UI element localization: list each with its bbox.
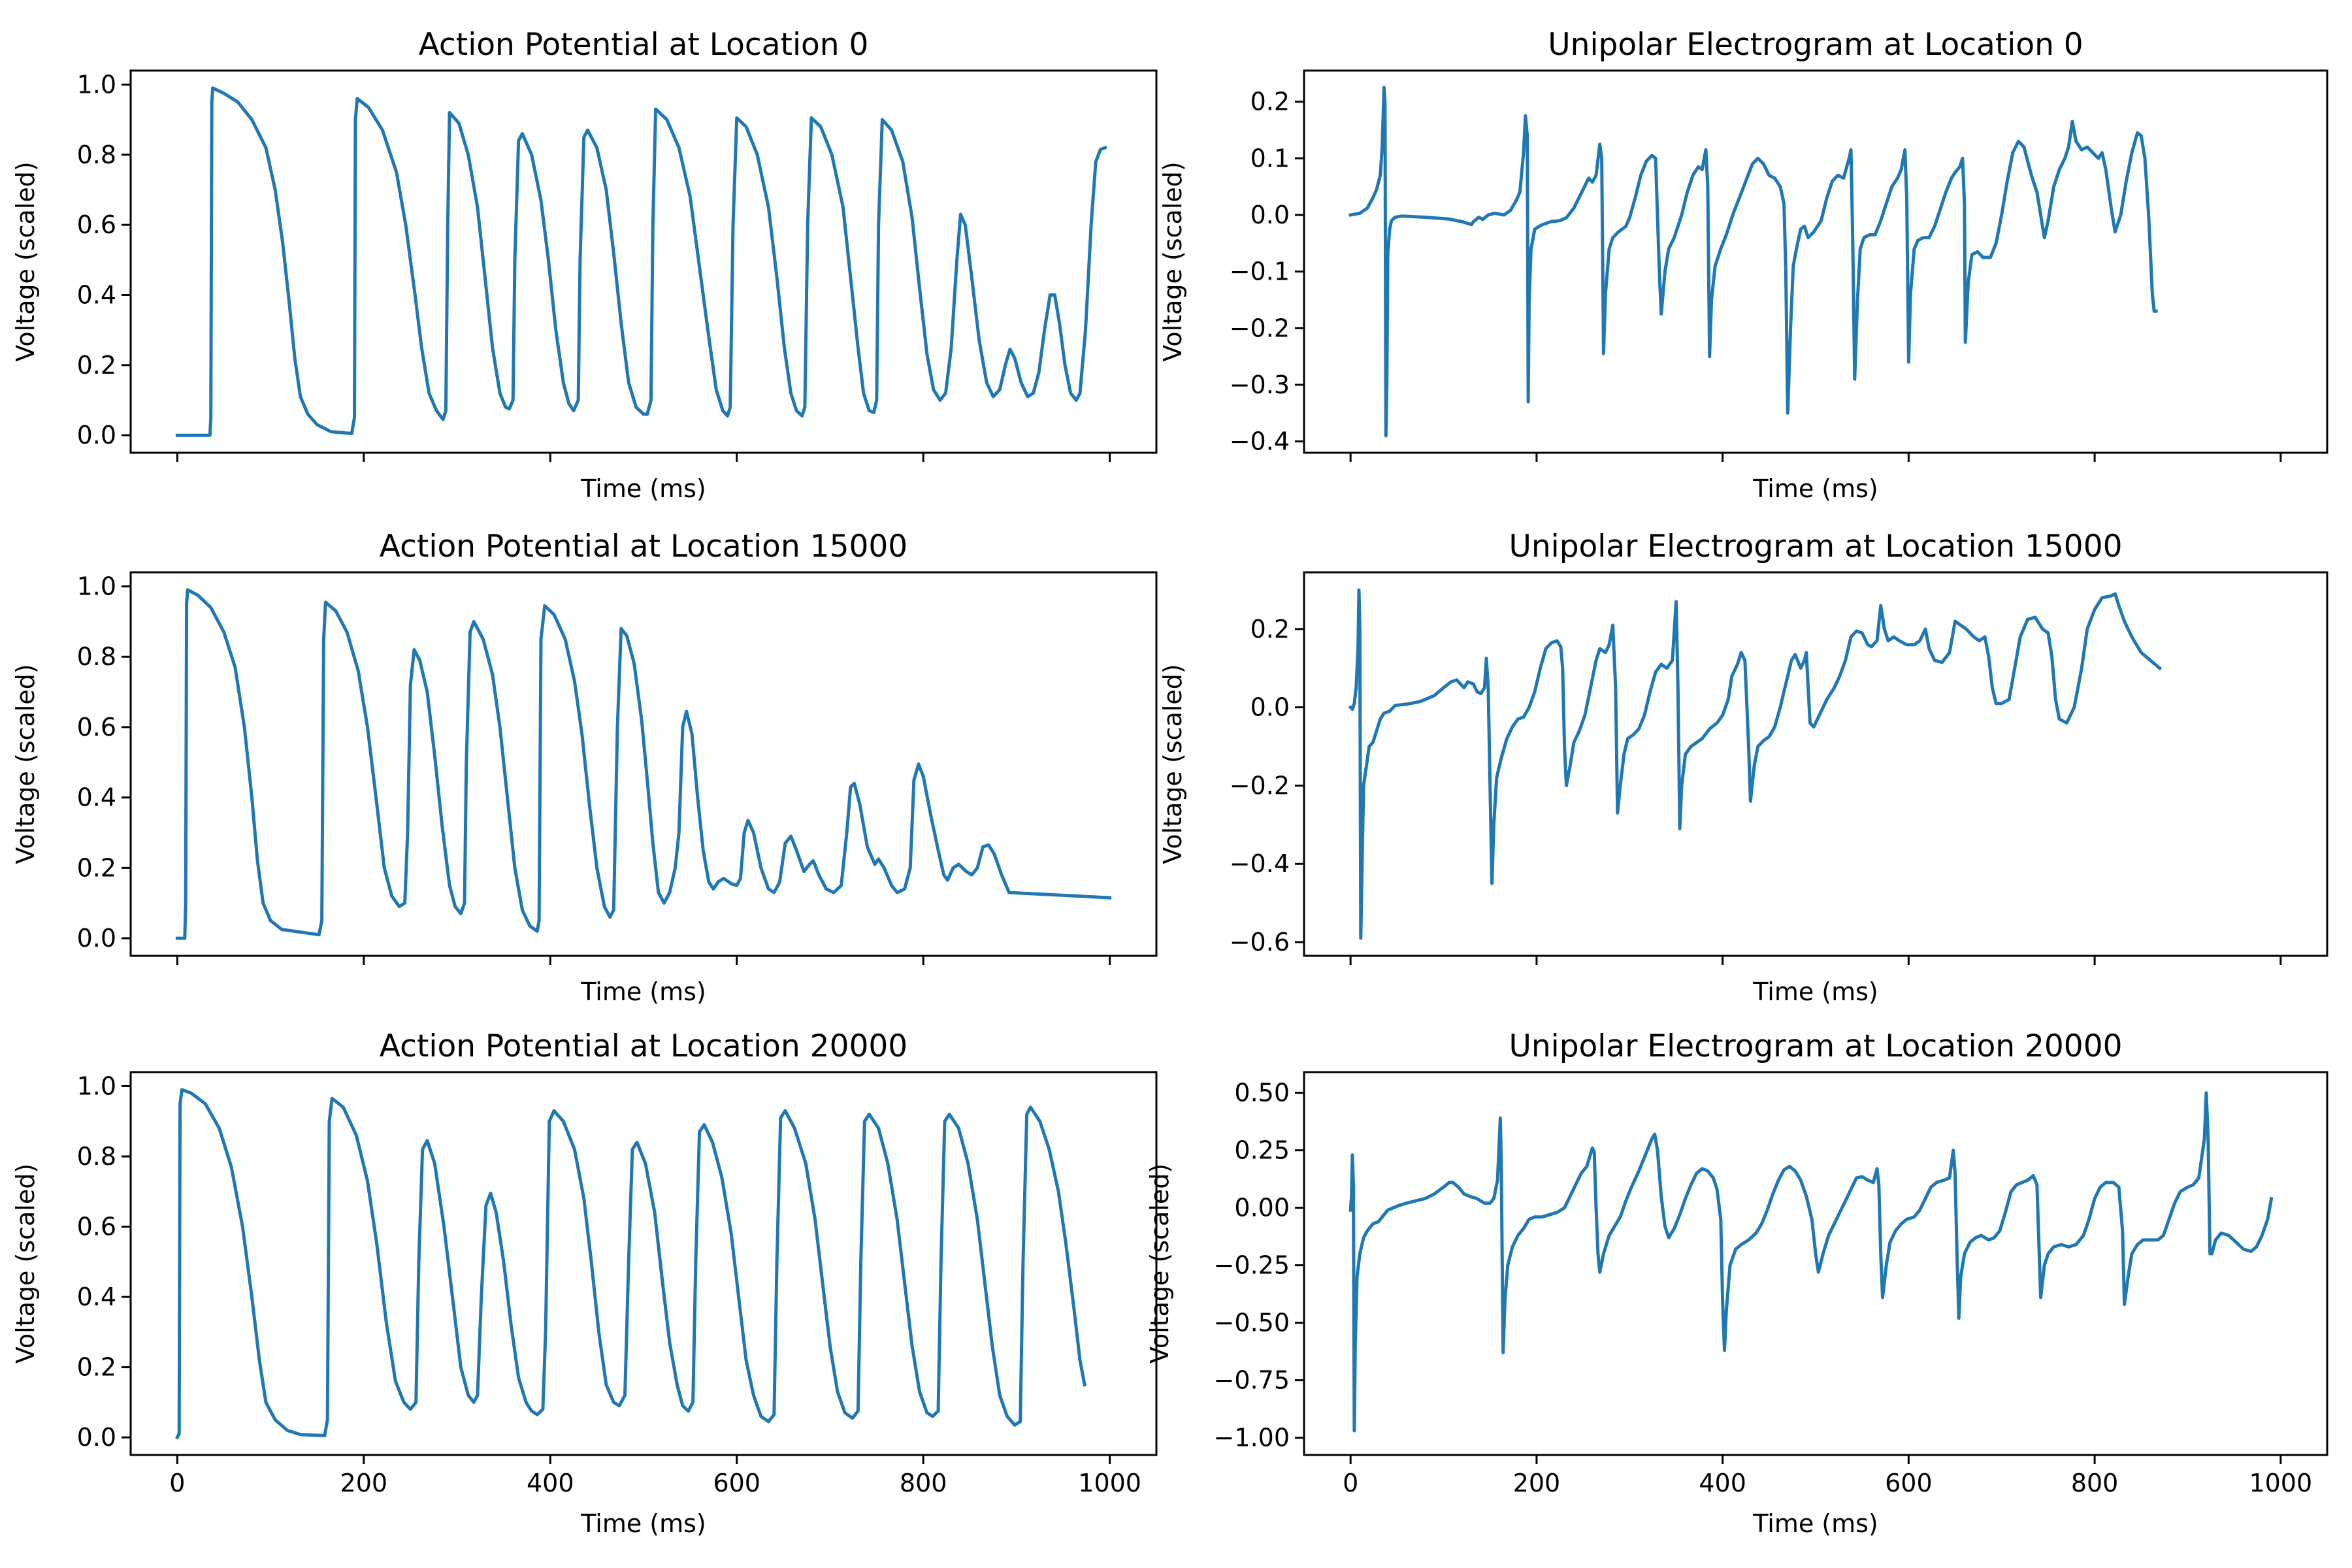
series-line-ap15000: [175, 588, 1112, 940]
y-tick-label: 0.8: [77, 140, 116, 169]
y-tick-label: 0.8: [77, 642, 116, 671]
y-tick-label: 0.0: [1250, 693, 1290, 722]
y-axis-label: Voltage (scaled): [11, 161, 40, 361]
y-tick-label: 0.6: [77, 713, 116, 742]
axes-frame: [1303, 69, 2328, 454]
x-tick-label: 400: [527, 1469, 574, 1497]
series-line-ap20000: [175, 1088, 1087, 1440]
axis-ticks: 0 200 400 600 800 1000 0.0 0.2 0.4 0.6 0.8 1.0: [77, 1072, 1141, 1497]
y-tick-label: 0.6: [77, 1213, 116, 1241]
panel-title: Action Potential at Location 15000: [380, 529, 907, 564]
axis-ticks: 0 200 400 600 800 1000 −1.00 −0.75 −0.50 −0.25 0.0…: [1214, 1079, 2313, 1497]
y-tick-label: 0.2: [77, 853, 116, 882]
x-tick-label: 200: [340, 1469, 388, 1497]
y-tick-label: −0.6: [1230, 928, 1290, 956]
x-tick-label: 200: [1513, 1469, 1561, 1497]
axes-frame: [1303, 1071, 2328, 1456]
y-tick-label: 0.1: [1250, 144, 1290, 172]
y-tick-label: 0.4: [77, 280, 116, 309]
panel-action-potential-location-0: Action Potential at Location 0 Time (ms)…: [11, 27, 1158, 503]
axis-ticks: −0.4 −0.3 −0.2 −0.1 0.0 0.1 0.2: [1230, 88, 2282, 462]
y-tick-label: 0.2: [77, 1353, 116, 1382]
y-tick-label: −0.2: [1230, 771, 1290, 800]
x-tick-label: 400: [1699, 1469, 1746, 1497]
axes-frame: [1303, 571, 2328, 957]
y-tick-label: 1.0: [77, 572, 116, 601]
x-tick-label: 1000: [1078, 1469, 1141, 1497]
series-line-ap0: [175, 86, 1107, 437]
y-axis-label: Voltage (scaled): [1158, 161, 1187, 361]
y-tick-label: 0.25: [1234, 1136, 1290, 1165]
y-tick-label: 0.00: [1234, 1194, 1290, 1222]
y-tick-label: 0.0: [1250, 201, 1290, 229]
x-axis-label: Time (ms): [580, 1509, 706, 1538]
y-tick-label: −0.4: [1230, 427, 1290, 456]
panel-title: Action Potential at Location 0: [419, 27, 869, 63]
panel-unipolar-electrogram-location-15000: Unipolar Electrogram at Location 15000 T…: [1158, 529, 2328, 1006]
x-tick-label: 800: [2071, 1469, 2119, 1497]
series-line-egm20000: [1348, 1091, 2274, 1433]
y-tick-label: 0.8: [77, 1142, 116, 1171]
y-tick-label: −0.4: [1230, 849, 1290, 878]
y-tick-label: 0.2: [1250, 88, 1290, 116]
y-tick-label: 0.0: [77, 1423, 116, 1452]
axes-frame: [129, 571, 1158, 957]
x-axis-label: Time (ms): [1752, 977, 1878, 1006]
panel-title: Action Potential at Location 20000: [380, 1028, 907, 1064]
y-tick-label: 0.0: [77, 924, 116, 953]
y-tick-label: 0.0: [77, 421, 116, 449]
y-tick-label: 0.2: [77, 351, 116, 380]
series-line-egm0: [1348, 86, 2158, 438]
x-tick-label: 0: [1343, 1469, 1358, 1497]
panel-unipolar-electrogram-location-0: Unipolar Electrogram at Location 0 Time …: [1158, 27, 2328, 503]
y-axis-label: Voltage (scaled): [1158, 664, 1187, 864]
axis-ticks: 0.0 0.2 0.4 0.6 0.8 1.0: [77, 70, 1111, 462]
y-tick-label: 0.4: [77, 783, 116, 812]
series-line-egm15000: [1348, 588, 2163, 940]
x-tick-label: 600: [713, 1469, 760, 1497]
y-tick-label: 1.0: [77, 1072, 116, 1101]
y-tick-label: 0.6: [77, 210, 116, 239]
y-axis-label: Voltage (scaled): [11, 664, 40, 864]
x-tick-label: 600: [1885, 1469, 1933, 1497]
x-tick-label: 800: [900, 1469, 947, 1497]
y-tick-label: 1.0: [77, 70, 116, 99]
y-tick-label: 0.2: [1250, 615, 1290, 644]
x-axis-label: Time (ms): [1752, 474, 1878, 503]
y-tick-label: −0.50: [1214, 1309, 1290, 1337]
y-tick-label: 0.4: [77, 1282, 116, 1311]
x-tick-label: 0: [169, 1469, 185, 1497]
y-tick-label: −1.00: [1214, 1424, 1290, 1452]
axis-ticks: −0.6 −0.4 −0.2 0.0 0.2: [1230, 615, 2282, 965]
y-tick-label: −0.75: [1214, 1366, 1290, 1395]
y-tick-label: −0.1: [1230, 257, 1290, 286]
panel-unipolar-electrogram-location-20000: Unipolar Electrogram at Location 20000 T…: [1145, 1028, 2328, 1538]
panel-title: Unipolar Electrogram at Location 20000: [1509, 1028, 2122, 1064]
x-tick-label: 1000: [2249, 1469, 2312, 1497]
panel-title: Unipolar Electrogram at Location 0: [1548, 27, 2083, 63]
y-tick-label: −0.25: [1214, 1251, 1290, 1280]
y-tick-label: −0.3: [1230, 370, 1290, 399]
y-axis-label: Voltage (scaled): [1145, 1164, 1174, 1364]
x-axis-label: Time (ms): [1752, 1509, 1878, 1538]
axes-frame: [129, 69, 1158, 454]
y-tick-label: −0.2: [1230, 314, 1290, 342]
x-axis-label: Time (ms): [580, 474, 706, 503]
panel-action-potential-location-20000: Action Potential at Location 20000 Time …: [11, 1028, 1158, 1538]
panel-action-potential-location-15000: Action Potential at Location 15000 Time …: [11, 529, 1158, 1006]
y-axis-label: Voltage (scaled): [11, 1164, 40, 1364]
axis-ticks: 0.0 0.2 0.4 0.6 0.8 1.0: [77, 572, 1111, 965]
panel-title: Unipolar Electrogram at Location 15000: [1509, 529, 2122, 564]
axes-frame: [129, 1071, 1158, 1456]
y-tick-label: 0.50: [1234, 1079, 1290, 1107]
x-axis-label: Time (ms): [580, 977, 706, 1006]
